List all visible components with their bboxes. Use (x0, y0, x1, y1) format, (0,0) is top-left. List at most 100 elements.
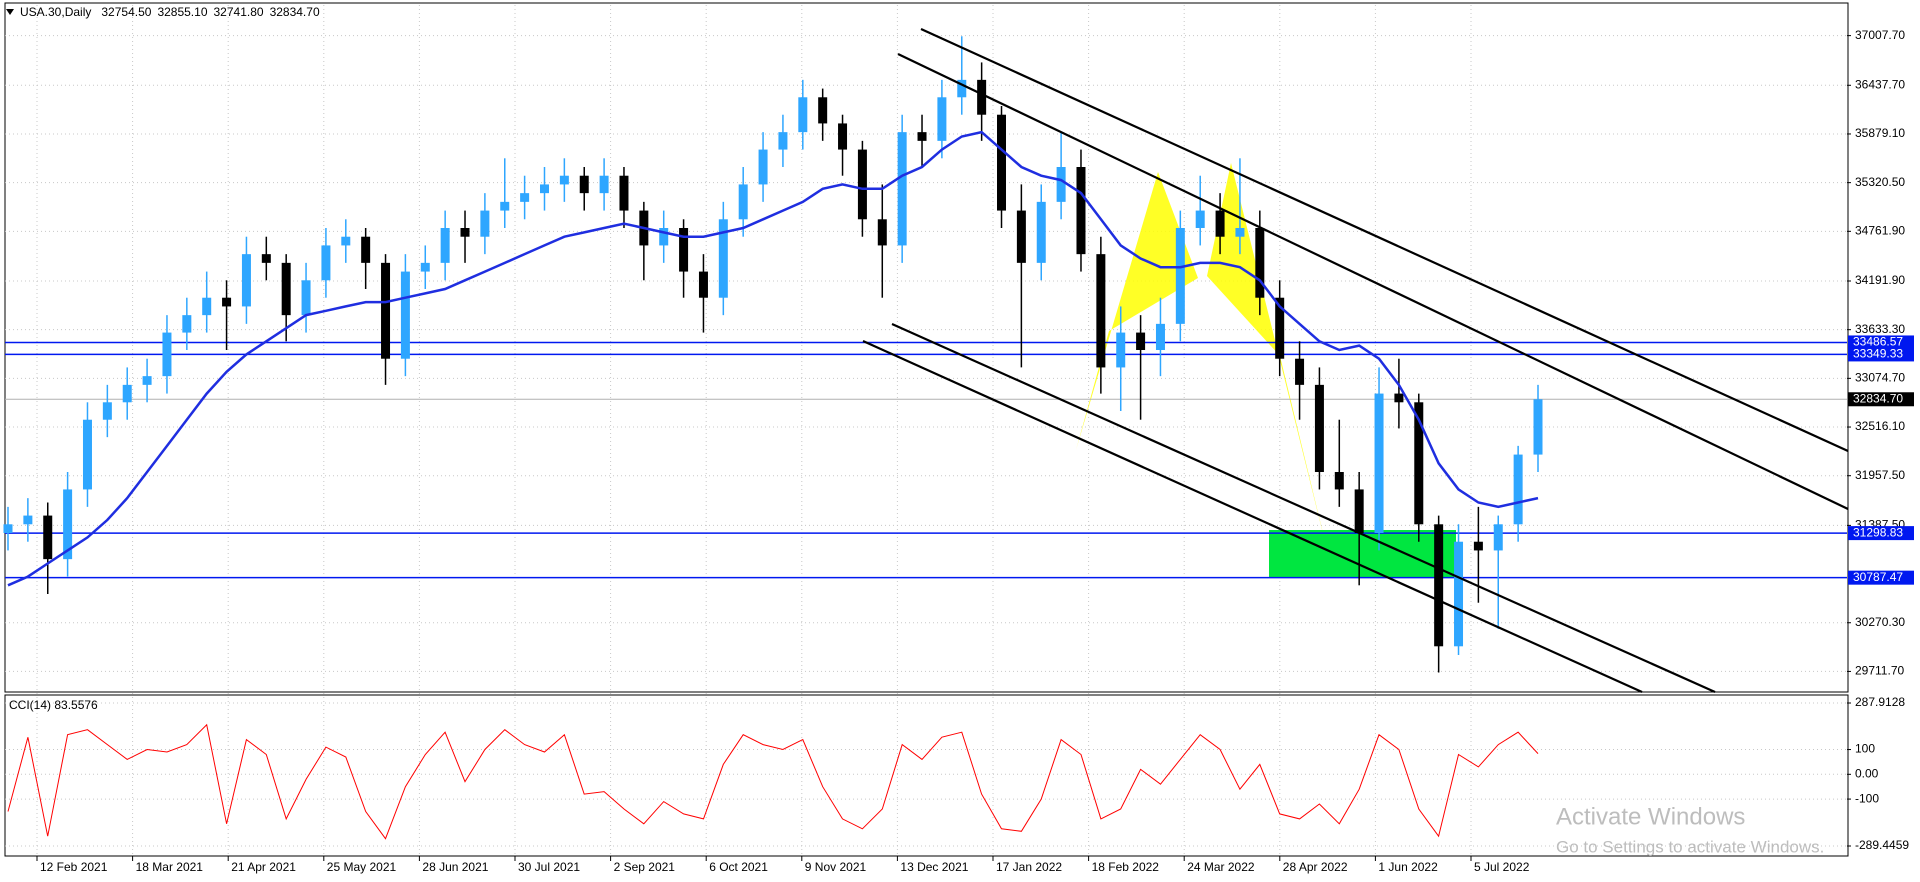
y-tick-label: 34761.90 (1855, 223, 1905, 237)
candle-body (897, 132, 907, 246)
candle-body (400, 271, 410, 359)
trendline (891, 322, 1716, 694)
candle-body (261, 254, 271, 263)
candle-body (738, 184, 748, 220)
ohlc-label: 32741.80 (214, 5, 264, 19)
candle-body (460, 228, 470, 237)
candle-body (182, 315, 192, 333)
candle-body (1036, 201, 1046, 263)
cci-panel (7, 723, 1539, 840)
candle-body (937, 97, 947, 141)
level-tag (1848, 335, 1914, 350)
x-tick-label: 12 Feb 2021 (40, 860, 108, 874)
candle-body (1016, 210, 1026, 263)
y-tick-label: 100 (1855, 742, 1875, 756)
y-tick-label: 34191.90 (1855, 273, 1905, 287)
candle-body (698, 271, 708, 298)
trendline (862, 339, 1643, 694)
y-tick-label: 33633.30 (1855, 322, 1905, 336)
y-tick-label: 29711.70 (1855, 664, 1904, 678)
channel-lines (862, 27, 1849, 694)
candle-body (142, 376, 152, 385)
y-tick-label: -289.4459 (1855, 838, 1909, 852)
candle-body (1096, 254, 1106, 368)
candle-body (718, 219, 728, 298)
candle-body (122, 384, 132, 403)
candle-body (1155, 323, 1165, 351)
candle-body (539, 184, 549, 194)
candle-body (321, 245, 331, 281)
candle-body (599, 175, 609, 194)
candle-body (381, 262, 391, 359)
candle-body (1314, 384, 1324, 473)
candle-body (1235, 228, 1245, 237)
candle-body (281, 262, 291, 316)
candle-body (1255, 228, 1265, 298)
x-tick-label: 5 Jul 2022 (1474, 860, 1530, 874)
candle-body (1533, 399, 1543, 455)
cci-line (7, 723, 1539, 840)
y-tick-label: 35320.50 (1855, 175, 1905, 189)
watermark: Activate Windows (1556, 803, 1745, 830)
candle-body (43, 515, 53, 560)
candle-body (1195, 210, 1205, 229)
moving-average (7, 130, 1539, 587)
candle-body (1275, 297, 1285, 359)
candle-body (758, 149, 768, 185)
y-tick-label: 287.9128 (1855, 695, 1905, 709)
candle-body (500, 201, 510, 211)
candle-body (977, 79, 987, 115)
x-tick-label: 21 Apr 2021 (231, 860, 296, 874)
last-price-tag (1848, 392, 1914, 407)
x-tick-label: 9 Nov 2021 (805, 860, 867, 874)
trendline (920, 27, 1849, 453)
y-tick-label: 31957.50 (1855, 468, 1905, 482)
candle-body (1473, 541, 1483, 551)
candle-body (82, 419, 92, 490)
x-tick-label: 13 Dec 2021 (900, 860, 968, 874)
candle-body (798, 97, 808, 133)
y-tick-label: 32516.10 (1855, 419, 1905, 433)
x-tick-label: 18 Feb 2022 (1092, 860, 1160, 874)
candle-body (957, 79, 967, 98)
axes: 37007.70 36437.70 35879.10 35320.50 34761.90… (36, 28, 1914, 874)
trendline (897, 53, 1849, 510)
cci-title: CCI(14) 83.5576 (9, 698, 98, 712)
y-tick-label: 35879.10 (1855, 126, 1905, 140)
y-tick-label: 37007.70 (1855, 28, 1905, 42)
x-tick-label: 28 Jun 2021 (422, 860, 488, 874)
watermark-sub: Go to Settings to activate Windows. (1556, 837, 1824, 856)
candle-body (1394, 393, 1404, 403)
candle-body (579, 175, 589, 194)
ohlc-label: 32834.70 (270, 5, 320, 19)
cci-frame (4, 694, 1849, 857)
level-tag (1848, 526, 1914, 541)
harmonic-pattern (1207, 163, 1329, 558)
candle-body (361, 236, 371, 263)
menu-arrow[interactable] (6, 9, 14, 15)
candle-body (1334, 472, 1344, 490)
x-tick-label: 28 Apr 2022 (1283, 860, 1348, 874)
candle-body (420, 262, 430, 272)
candle-body (1434, 524, 1444, 647)
y-tick-label: 30270.30 (1855, 615, 1905, 629)
x-tick-label: 30 Jul 2021 (518, 860, 580, 874)
candle-body (1354, 489, 1364, 534)
candle-body (1215, 210, 1225, 237)
candle-body (917, 132, 927, 141)
level-label: 33486.57 (1853, 335, 1903, 349)
y-tick-label: 33074.70 (1855, 371, 1905, 385)
candle-body (1513, 454, 1523, 525)
level-label: 30787.47 (1853, 570, 1903, 584)
candle-body (341, 236, 351, 246)
candle-body (838, 123, 848, 150)
candle-body (1454, 541, 1464, 647)
x-tick-label: 2 Sep 2021 (614, 860, 676, 874)
candle-body (619, 175, 629, 211)
candle-body (1414, 402, 1424, 525)
x-tick-label: 25 May 2021 (327, 860, 397, 874)
candle-body (1076, 167, 1086, 255)
candle-body (778, 132, 788, 150)
